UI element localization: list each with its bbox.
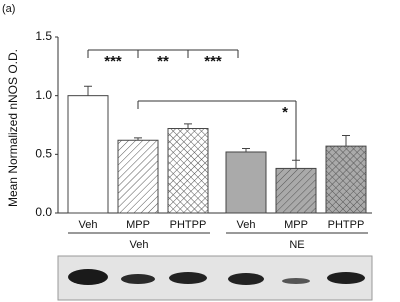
error-bar bbox=[134, 137, 142, 141]
x-tick-label: Veh bbox=[237, 219, 256, 231]
x-tick-label: MPP bbox=[284, 219, 308, 231]
x-tick-label: PHTPP bbox=[328, 219, 365, 231]
y-tick-label: 1.0 bbox=[35, 88, 52, 102]
error-bar bbox=[84, 85, 92, 96]
x-tick-label: MPP bbox=[126, 219, 150, 231]
y-tick-label: 0.5 bbox=[35, 147, 52, 161]
significance: *** bbox=[204, 53, 222, 70]
error-bar bbox=[184, 123, 192, 129]
significance: * bbox=[282, 104, 288, 121]
y-tick-label: 0.0 bbox=[35, 205, 52, 219]
significance: *** bbox=[104, 53, 122, 70]
blot-band bbox=[228, 273, 264, 285]
bar bbox=[225, 151, 267, 214]
bar-pattern bbox=[118, 140, 158, 213]
panel-label: (a) bbox=[2, 3, 15, 15]
bar bbox=[67, 95, 109, 214]
blot-frame bbox=[57, 255, 373, 301]
group-label: NE bbox=[289, 239, 304, 251]
x-tick-label: PHTPP bbox=[170, 219, 207, 231]
error-bar bbox=[242, 147, 250, 152]
group-label: Veh bbox=[130, 239, 149, 251]
blot-band bbox=[282, 278, 310, 284]
x-tick-label: Veh bbox=[79, 219, 98, 231]
blot bbox=[57, 255, 373, 301]
blot-band bbox=[68, 269, 108, 285]
blot-band bbox=[169, 272, 207, 284]
bar-pattern bbox=[168, 128, 208, 213]
bar-pattern bbox=[276, 168, 316, 213]
error-bar bbox=[342, 135, 350, 147]
error-bar bbox=[292, 159, 300, 169]
bar-pattern bbox=[326, 146, 366, 213]
y-tick-label: 1.5 bbox=[35, 29, 52, 43]
blot-band bbox=[327, 272, 365, 284]
blot-band bbox=[121, 274, 155, 284]
y-axis-label: Mean Normalized nNOS O.D. bbox=[6, 49, 20, 207]
significance: ** bbox=[157, 53, 169, 70]
